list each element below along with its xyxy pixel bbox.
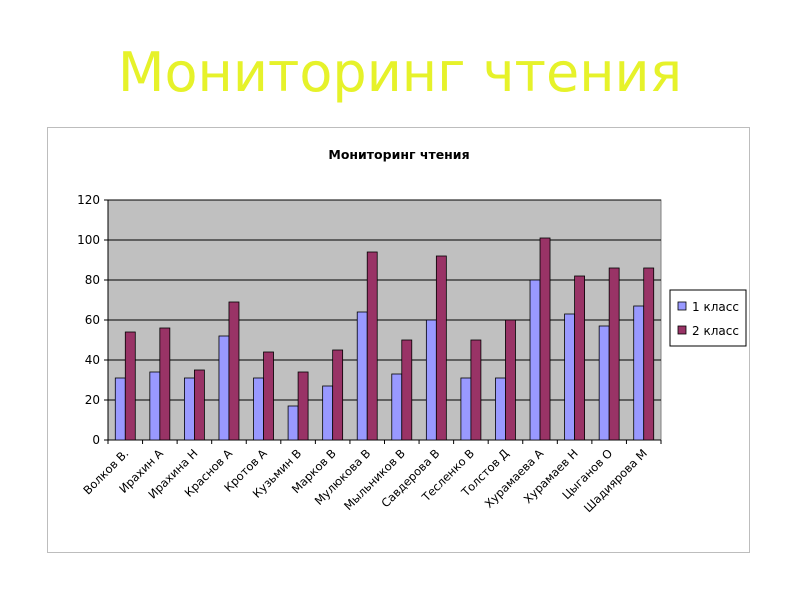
y-tick-label: 80 xyxy=(85,273,100,287)
bar-chart: Мониторинг чтения 020406080100120Волков … xyxy=(77,147,747,515)
bar-2-klass xyxy=(608,267,620,441)
legend-label: 2 класс xyxy=(692,324,739,338)
x-category-label: Шадиярова М xyxy=(581,446,650,515)
bar-2-klass xyxy=(366,251,378,441)
legend-swatch xyxy=(677,301,687,311)
legend-box xyxy=(669,289,747,347)
bar-2-klass xyxy=(401,339,413,441)
bar-2-klass xyxy=(435,255,447,441)
bar-1-klass xyxy=(287,405,299,441)
bar-1-klass xyxy=(356,311,368,441)
y-tick-label: 120 xyxy=(77,193,100,207)
y-tick-label: 0 xyxy=(92,433,100,447)
bar-2-klass xyxy=(643,267,655,441)
bar-1-klass xyxy=(253,377,264,441)
bar-1-klass xyxy=(460,377,472,441)
bar-1-klass xyxy=(425,319,437,441)
bar-1-klass xyxy=(149,371,161,441)
bar-1-klass xyxy=(598,325,610,441)
bar-2-klass xyxy=(194,369,205,441)
y-tick-label: 40 xyxy=(85,353,100,367)
bar-2-klass xyxy=(297,371,309,441)
bar-1-klass xyxy=(391,373,403,441)
bar-1-klass xyxy=(184,377,195,441)
bar-2-klass xyxy=(228,301,240,441)
legend-swatch xyxy=(677,325,687,335)
bar-2-klass xyxy=(539,237,551,441)
bar-2-klass xyxy=(470,339,482,441)
bar-1-klass xyxy=(114,377,126,441)
bar-1-klass xyxy=(633,305,645,441)
slide-title: Мониторинг чтения xyxy=(117,41,683,104)
bar-2-klass xyxy=(574,275,585,441)
bar-1-klass xyxy=(495,377,506,441)
bar-1-klass xyxy=(529,279,541,441)
bar-2-klass xyxy=(159,327,171,441)
bar-2-klass xyxy=(505,319,516,441)
y-tick-label: 60 xyxy=(85,313,100,327)
bar-1-klass xyxy=(564,313,575,441)
bar-2-klass xyxy=(263,351,274,441)
chart-title: Мониторинг чтения xyxy=(328,147,469,162)
chart-frame: Мониторинг чтения 0 20 40 60 80 100 120 Волков … xyxy=(47,127,750,553)
y-tick-label: 100 xyxy=(77,233,100,247)
bar-2-klass xyxy=(332,349,344,441)
bar-1-klass xyxy=(218,335,230,441)
y-tick-label: 20 xyxy=(85,393,100,407)
bar-1-klass xyxy=(322,385,334,441)
legend-label: 1 класс xyxy=(692,300,739,314)
bar-2-klass xyxy=(124,331,136,441)
